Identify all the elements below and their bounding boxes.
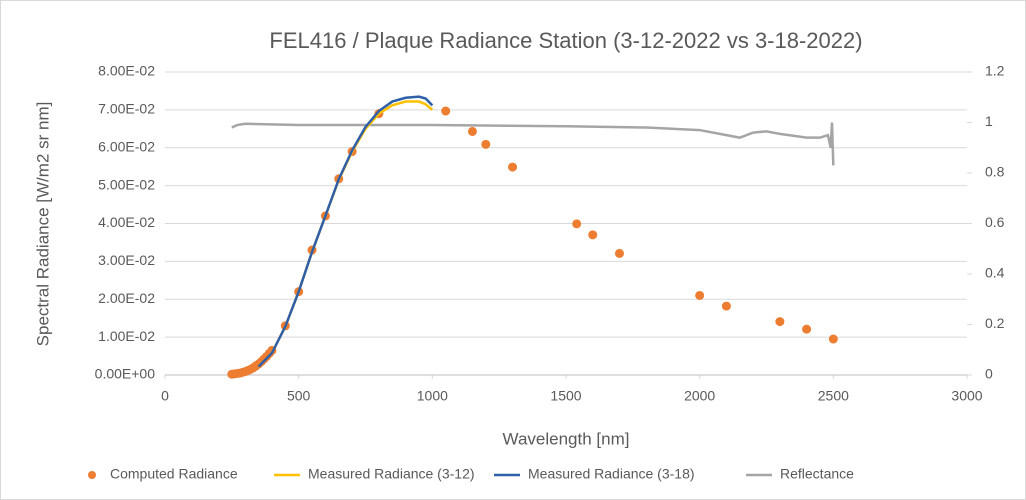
data-point [441,106,451,116]
series-line [257,95,434,368]
legend-marker [88,471,96,479]
data-point [572,219,582,229]
data-point [721,301,731,311]
data-point [802,324,812,334]
legend-label: Measured Radiance (3-12) [308,466,475,482]
legend-label: Computed Radiance [110,466,238,482]
x-tick-label: 0 [161,388,169,404]
y-tick-label: 7.00E-02 [98,101,155,117]
data-point [508,162,518,172]
x-tick-label: 2500 [818,388,849,404]
y2-tick-label: 1.2 [985,63,1005,79]
y2-tick-label: 0.4 [985,265,1005,281]
y-tick-label: 3.00E-02 [98,252,155,268]
data-point [775,317,785,327]
x-tick-label: 500 [287,388,311,404]
data-point [467,126,477,136]
x-tick-label: 1500 [550,388,581,404]
x-tick-label: 3000 [951,388,982,404]
x-axis-title: Wavelength [nm] [503,429,630,448]
data-point [481,139,491,149]
y2-tick-label: 0.8 [985,164,1005,180]
data-point [588,230,598,240]
y2-tick-label: 0.6 [985,214,1005,230]
y-tick-label: 6.00E-02 [98,138,155,154]
y-tick-label: 0.00E+00 [95,366,156,382]
legend-label: Measured Radiance (3-18) [528,466,695,482]
y2-tick-label: 0.2 [985,315,1005,331]
data-point [695,290,705,300]
y-tick-label: 4.00E-02 [98,214,155,230]
y2-tick-label: 0 [985,366,993,382]
y-tick-label: 2.00E-02 [98,290,155,306]
data-point [614,248,624,258]
y-tick-label: 5.00E-02 [98,176,155,192]
chart-title: FEL416 / Plaque Radiance Station (3-12-2… [269,28,862,53]
y-axis-title: Spectral Radiance [W/m2 sr nm] [33,102,52,347]
legend-label: Reflectance [780,466,854,482]
x-tick-label: 2000 [684,388,715,404]
data-point [828,334,838,344]
y-tick-label: 8.00E-02 [98,63,155,79]
x-tick-label: 1000 [417,388,448,404]
series-line [231,122,835,166]
y-tick-label: 1.00E-02 [98,328,155,344]
y2-tick-label: 1 [985,113,993,129]
